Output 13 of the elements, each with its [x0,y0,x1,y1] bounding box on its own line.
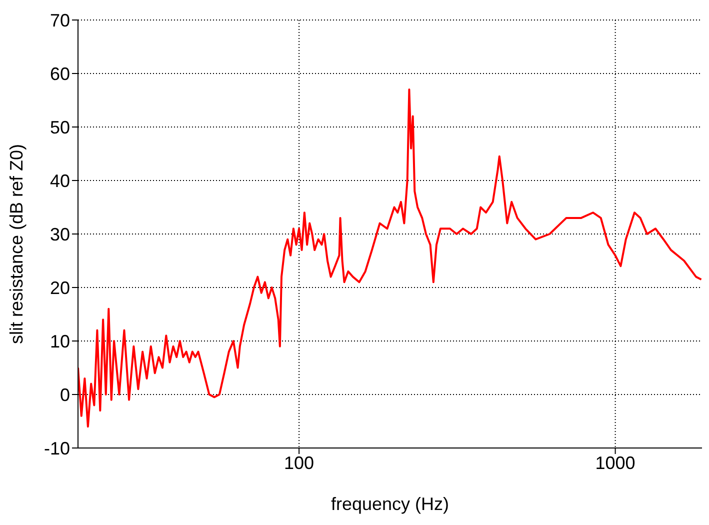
y-tick-label: 20 [50,278,70,298]
x-tick-label: 100 [284,452,314,473]
y-tick-label: 70 [50,10,70,30]
y-tick-label: 30 [50,224,70,244]
y-tick-label: 40 [50,170,70,191]
y-axis-title: slit resistance (dB ref Z0) [6,144,26,344]
x-axis-title: frequency (Hz) [330,494,450,514]
x-tick-label: 1000 [595,452,636,473]
y-tick-label: 10 [50,331,70,352]
y-tick-label: -10 [44,438,70,458]
y-tick-label: 0 [60,384,70,405]
y-tick-label: 50 [50,117,70,138]
y-tick-label: 60 [50,64,70,84]
